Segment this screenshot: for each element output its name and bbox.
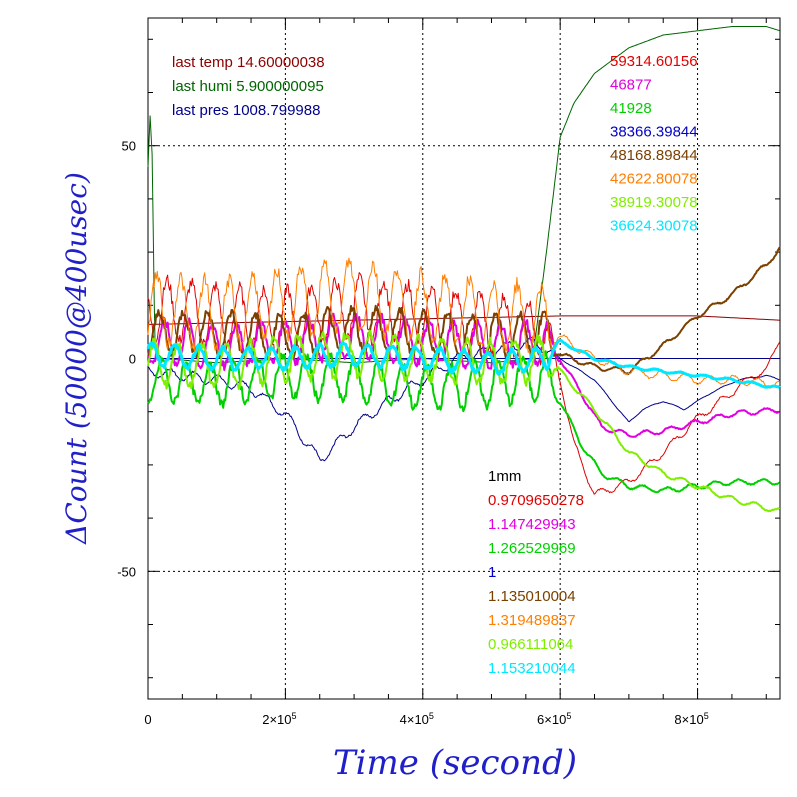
x-tick-label-3: 6×105 <box>537 711 571 727</box>
annotation-left-0: last temp 14.60000038 <box>172 54 325 71</box>
annotation-right-6: 38919.30078 <box>610 194 698 211</box>
annotation-lower-0: 1mm <box>488 468 521 485</box>
annotation-lower-5: 1.135010004 <box>488 588 576 605</box>
tick-labels: 0 2×105 4×105 6×105 8×105 50 0 -50 <box>117 139 709 727</box>
annotation-right-4: 48168.89844 <box>610 147 698 164</box>
x-tick-label-4: 8×105 <box>674 711 708 727</box>
annotation-left-1: last humi 5.900000095 <box>172 78 324 95</box>
annotation-lower-3: 1.262529969 <box>488 540 576 557</box>
series-line-8 <box>147 257 780 389</box>
y-tick-label-0: 50 <box>122 139 136 154</box>
annotation-lower-1: 0.9709650278 <box>488 492 584 509</box>
annotation-right-0: 59314.60156 <box>610 53 698 70</box>
series-line-10 <box>146 338 781 389</box>
x-tick-exponent: 5 <box>704 711 709 721</box>
x-tick-exponent: 5 <box>292 711 297 721</box>
series-line-6 <box>147 350 781 494</box>
series-line-0 <box>148 315 780 325</box>
x-tick-label-0: 0 <box>144 712 151 727</box>
y-tick-label-1: 0 <box>129 352 136 367</box>
annotation-right-3: 38366.39844 <box>610 124 698 141</box>
annotation-right-5: 42622.80078 <box>610 171 698 188</box>
x-tick-label-2: 4×105 <box>400 711 434 727</box>
annotation-lower-8: 1.153210044 <box>488 660 576 677</box>
x-tick-exponent: 5 <box>566 711 571 721</box>
annotation-right-7: 36624.30078 <box>610 218 698 235</box>
series-line-4 <box>147 272 781 495</box>
series-lines <box>146 26 781 513</box>
y-axis-title: ΔCount (50000@400usec) <box>60 172 93 545</box>
axis-ticks <box>147 18 780 699</box>
annotation-lower-7: 0.966111064 <box>488 636 573 653</box>
x-axis-title: Time (second) <box>333 743 577 783</box>
annotations: last temp 14.60000038 last humi 5.9000000… <box>172 53 698 677</box>
annotation-lower-4: 1 <box>488 564 496 581</box>
y-tick-label-2: -50 <box>117 564 136 579</box>
annotation-lower-2: 1.147429943 <box>488 516 576 533</box>
annotation-left-2: last pres 1008.799988 <box>172 102 320 119</box>
x-tick-exponent: 5 <box>429 711 434 721</box>
series-line-3 <box>147 336 780 462</box>
annotation-right-2: 41928 <box>610 100 652 117</box>
annotation-right-1: 46877 <box>610 77 652 94</box>
annotation-lower-6: 1.319489837 <box>488 612 576 629</box>
x-tick-label-1: 2×105 <box>262 711 296 727</box>
